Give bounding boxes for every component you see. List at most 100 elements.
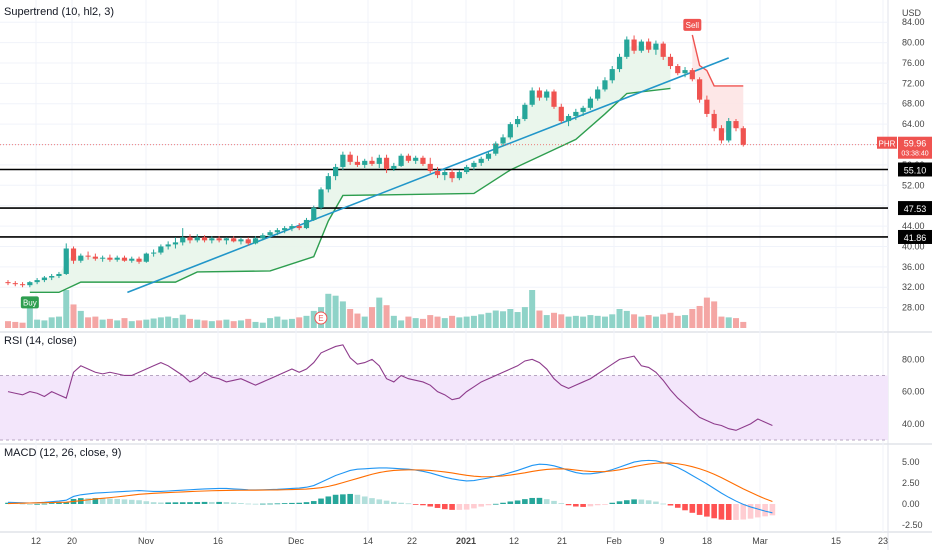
level-price-tag	[898, 162, 932, 177]
macd-histogram-bar	[689, 504, 696, 513]
volume-bar	[405, 316, 412, 328]
price-axis-tick: 68.00	[902, 99, 925, 109]
candle-body	[667, 56, 674, 67]
macd-histogram-bar	[573, 504, 579, 507]
candle-body	[464, 166, 470, 173]
candle-body	[354, 161, 361, 165]
volume-bar	[572, 315, 579, 328]
candle-body	[660, 43, 666, 57]
candle-body	[238, 239, 244, 242]
volume-bar	[369, 307, 375, 328]
candle-body	[485, 153, 492, 159]
macd-histogram-bar	[500, 502, 506, 504]
macd-histogram-bar	[216, 501, 222, 504]
volume-bar	[34, 319, 41, 328]
volume-bar	[281, 319, 288, 328]
volume-bar	[521, 307, 528, 328]
macd-histogram-bar	[420, 504, 426, 506]
candle-body	[12, 283, 18, 285]
macd-histogram-bar	[580, 504, 586, 507]
time-axis-label: 9	[659, 536, 664, 546]
volume-bar	[157, 317, 164, 328]
volume-bar	[449, 315, 456, 328]
volume-bar	[631, 314, 638, 328]
time-axis-label: 21	[557, 536, 567, 546]
volume-bar	[55, 316, 62, 328]
candle-body	[529, 90, 535, 105]
volume-bar	[5, 321, 11, 328]
volume-bar	[325, 293, 332, 328]
macd-histogram-bar	[85, 498, 91, 504]
macd-histogram-bar	[179, 502, 186, 504]
macd-histogram-bar	[529, 497, 535, 504]
volume-bar	[201, 320, 208, 328]
candle-body	[325, 176, 331, 190]
volume-bar	[339, 301, 346, 328]
macd-histogram-bar	[303, 502, 310, 504]
volume-bar	[150, 318, 157, 328]
candle-body	[129, 258, 135, 261]
volume-bar	[485, 312, 492, 328]
volume-bar	[616, 309, 623, 328]
volume-bar	[565, 316, 572, 328]
sell-signal-label: Sell	[686, 21, 700, 30]
candle-body	[267, 232, 273, 236]
price-axis-tick: 84.00	[902, 17, 925, 27]
volume-bar	[412, 318, 419, 328]
symbol-tag-label: PHR	[879, 140, 896, 149]
last-price-tag	[898, 136, 932, 159]
candle-body	[522, 104, 528, 120]
macd-histogram-bar	[238, 503, 244, 504]
candle-body	[631, 39, 637, 51]
macd-histogram-bar	[427, 504, 434, 507]
volume-bar	[274, 316, 281, 328]
candle-body	[318, 189, 324, 208]
candle-body	[260, 235, 266, 239]
volume-bar	[223, 319, 230, 328]
time-axis-label: Feb	[606, 536, 622, 546]
candle-body	[311, 207, 317, 220]
volume-bar	[136, 320, 143, 328]
macd-histogram-bar	[172, 502, 179, 504]
macd-histogram-bar	[245, 503, 252, 505]
candle-body	[740, 128, 746, 145]
rsi-pane-title[interactable]: RSI (14, close)	[4, 335, 77, 347]
macd-histogram-bar	[107, 498, 113, 504]
volume-bar	[740, 321, 747, 328]
candle-body	[551, 91, 557, 107]
macd-histogram-bar	[158, 502, 164, 504]
macd-histogram-bar	[274, 503, 281, 505]
candle-body	[565, 115, 572, 122]
buy-signal-label: Buy	[23, 298, 37, 307]
volume-bar	[507, 309, 514, 328]
macd-histogram-bar	[92, 498, 99, 504]
volume-bar	[580, 316, 587, 328]
macd-axis-tick: 2.50	[902, 478, 920, 488]
price-axis-tick: 76.00	[902, 58, 925, 68]
price-pane-title[interactable]: Supertrend (10, hl2, 3)	[4, 6, 115, 18]
volume-bar	[92, 316, 99, 328]
time-axis-label: 12	[31, 536, 41, 546]
candle-body	[194, 237, 200, 241]
volume-bar	[296, 317, 303, 328]
macd-histogram-bar	[747, 504, 754, 519]
candle-body	[63, 248, 69, 274]
macd-histogram-bar	[398, 502, 404, 504]
supertrend-down-line	[691, 34, 744, 87]
macd-pane-title[interactable]: MACD (12, 26, close, 9)	[4, 447, 122, 459]
candle-body	[274, 230, 280, 233]
candle-body	[704, 99, 710, 114]
candle-body	[515, 119, 521, 125]
candle-body	[27, 282, 33, 286]
macd-histogram-bar	[325, 496, 332, 504]
volume-bar	[419, 318, 426, 328]
candle-body	[536, 90, 543, 98]
macd-histogram-bar	[194, 502, 201, 504]
macd-histogram-bar	[165, 502, 171, 504]
volume-bar	[703, 297, 710, 328]
candle-body	[616, 56, 623, 70]
macd-histogram-bar	[347, 493, 353, 504]
price-axis-tick: 44.00	[902, 221, 925, 231]
